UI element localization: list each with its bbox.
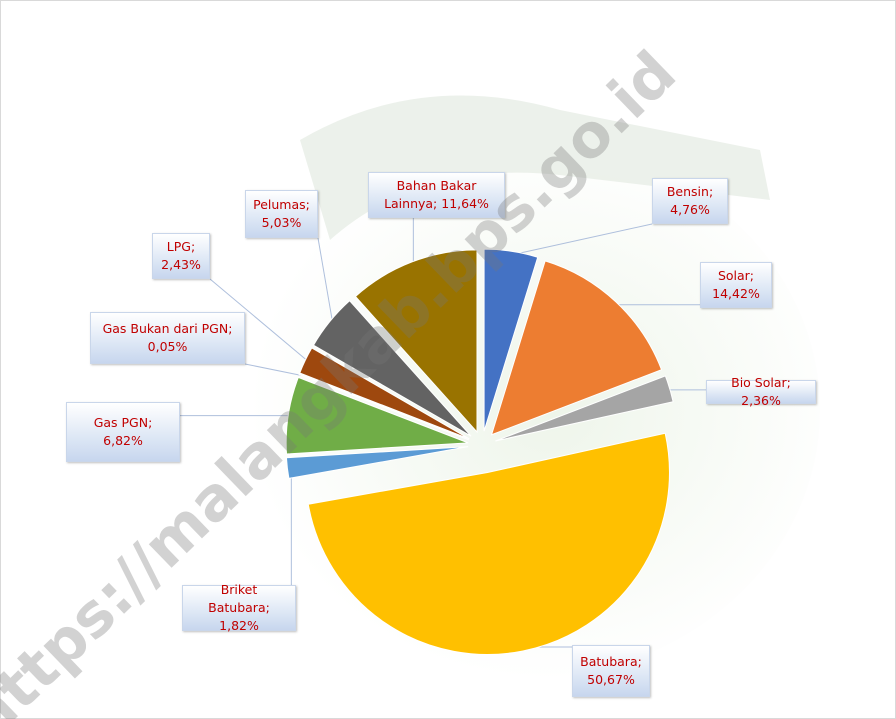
data-label: LPG; 2,43%	[152, 233, 210, 279]
page: Bensin; 4,76% Solar; 14,42% Bio Solar; 2,3…	[0, 0, 896, 719]
data-label: Bahan Bakar Lainnya; 11,64%	[368, 172, 505, 218]
data-label: Solar; 14,42%	[700, 262, 772, 308]
data-label: Gas Bukan dari PGN; 0,05%	[90, 312, 245, 364]
data-label: Batubara; 50,67%	[572, 645, 650, 697]
data-label: Pelumas; 5,03%	[245, 190, 318, 238]
data-label: Bio Solar; 2,36%	[706, 380, 816, 404]
data-label: Bensin; 4,76%	[652, 178, 728, 224]
data-label: Gas PGN; 6,82%	[66, 402, 180, 462]
data-label: Briket Batubara; 1,82%	[182, 585, 296, 631]
